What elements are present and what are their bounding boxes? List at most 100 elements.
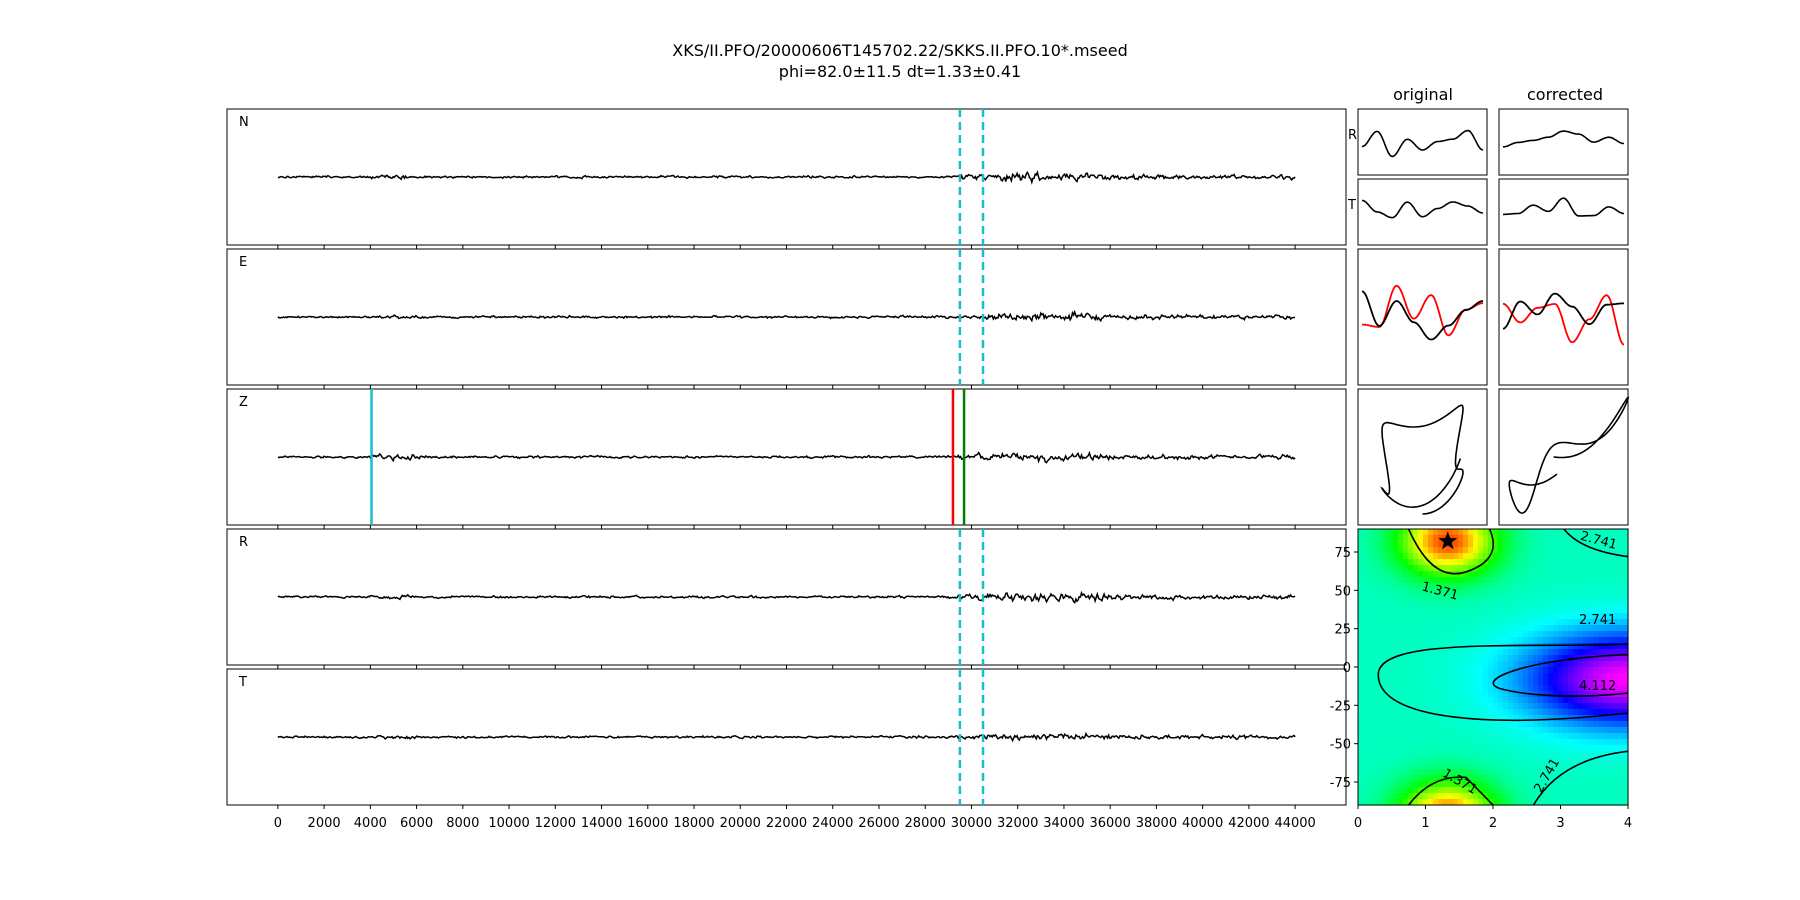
heatmap-cell [1613, 775, 1619, 782]
heatmap-cell [1498, 697, 1504, 704]
heatmap-cell [1613, 655, 1619, 662]
heatmap-cell [1383, 769, 1389, 776]
contour-2.741-mid [1377, 643, 1629, 721]
heatmap-cell [1423, 535, 1429, 542]
heatmap-cell [1548, 763, 1554, 770]
heatmap-cell [1383, 751, 1389, 758]
heatmap-cell [1483, 697, 1489, 704]
heatmap-cell [1468, 559, 1474, 566]
heatmap-cell [1443, 709, 1449, 716]
heatmap-cell [1378, 631, 1384, 638]
heatmap-cell [1443, 769, 1449, 776]
heatmap-cell [1533, 613, 1539, 620]
heatmap-cell [1553, 535, 1559, 542]
heatmap-cell [1593, 775, 1599, 782]
heatmap-cell [1483, 793, 1489, 800]
heatmap-cell [1488, 667, 1494, 674]
heatmap-cell [1398, 613, 1404, 620]
heatmap-cell [1573, 727, 1579, 734]
heatmap-cell [1378, 613, 1384, 620]
heatmap-cell [1618, 781, 1624, 788]
heatmap-cell [1593, 745, 1599, 752]
heatmap-cell [1493, 799, 1499, 806]
heatmap-cell [1588, 535, 1594, 542]
heatmap-cell [1408, 781, 1414, 788]
heatmap-cell [1363, 601, 1369, 608]
heatmap-cell [1623, 589, 1629, 596]
heatmap-cell [1538, 619, 1544, 626]
heatmap-cell [1508, 775, 1514, 782]
heatmap-cell [1368, 541, 1374, 548]
heatmap-cell [1453, 697, 1459, 704]
heatmap-cell [1623, 775, 1629, 782]
heatmap-cell [1543, 769, 1549, 776]
heatmap-cell [1613, 667, 1619, 674]
heatmap-cell [1478, 661, 1484, 668]
heatmap-cell [1358, 673, 1364, 680]
heatmap-cell [1538, 613, 1544, 620]
heatmap-cell [1473, 655, 1479, 662]
heatmap-cell [1588, 739, 1594, 746]
heatmap-cell [1478, 781, 1484, 788]
heatmap-cell [1508, 727, 1514, 734]
heatmap-cell [1538, 751, 1544, 758]
heatmap-cell [1608, 643, 1614, 650]
heatmap-cell [1368, 775, 1374, 782]
heatmap-cell [1503, 559, 1509, 566]
heatmap-cell [1468, 793, 1474, 800]
heatmap-cell [1448, 787, 1454, 794]
heatmap-cell [1613, 793, 1619, 800]
heatmap-cell [1568, 661, 1574, 668]
heatmap-cell [1618, 679, 1624, 686]
heatmap-cell [1413, 769, 1419, 776]
heatmap-cell [1448, 691, 1454, 698]
heatmap-cell [1453, 727, 1459, 734]
heatmap-cell [1448, 679, 1454, 686]
heatmap-cell [1588, 601, 1594, 608]
heatmap-cell [1388, 661, 1394, 668]
heatmap-cell [1568, 535, 1574, 542]
heatmap-cell [1618, 721, 1624, 728]
heatmap-cell [1568, 649, 1574, 656]
heatmap-cell [1473, 679, 1479, 686]
heatmap-cell [1608, 703, 1614, 710]
heatmap-cell [1508, 589, 1514, 596]
heatmap-cell [1608, 559, 1614, 566]
heatmap-cell [1443, 625, 1449, 632]
heatmap-cell [1483, 703, 1489, 710]
pm-hodogram [1508, 396, 1630, 514]
heatmap-cell [1538, 535, 1544, 542]
heatmap-cell [1483, 631, 1489, 638]
heatmap-cell [1558, 679, 1564, 686]
heatmap-cell [1568, 637, 1574, 644]
heatmap-cell [1403, 547, 1409, 554]
heatmap-cell [1418, 625, 1424, 632]
heatmap-cell [1508, 661, 1514, 668]
heatmap-cell [1598, 673, 1604, 680]
heatmap-cell [1543, 547, 1549, 554]
heatmap-cell [1368, 769, 1374, 776]
heatmap-cell [1568, 727, 1574, 734]
heatmap-cell [1583, 607, 1589, 614]
heatmap-cell [1528, 787, 1534, 794]
heatmap-cell [1473, 787, 1479, 794]
heatmap-cell [1473, 691, 1479, 698]
heatmap-cell [1538, 595, 1544, 602]
heatmap-cell [1393, 619, 1399, 626]
heatmap-cell [1528, 565, 1534, 572]
heatmap-cell [1508, 541, 1514, 548]
heatmap-cell [1388, 589, 1394, 596]
heatmap-cell [1473, 763, 1479, 770]
heatmap-cell [1368, 703, 1374, 710]
pm-overlay-frame [1357, 248, 1488, 386]
heatmap-cell [1588, 619, 1594, 626]
heatmap-cell [1428, 793, 1434, 800]
heatmap-cell [1453, 637, 1459, 644]
x-tick-label: 2000 [308, 816, 341, 831]
heatmap-cell [1483, 775, 1489, 782]
heatmap-cell [1488, 775, 1494, 782]
heatmap-cell [1523, 769, 1529, 776]
heatmap-cell [1438, 607, 1444, 614]
heatmap-cell [1578, 571, 1584, 578]
heatmap-cell [1608, 763, 1614, 770]
